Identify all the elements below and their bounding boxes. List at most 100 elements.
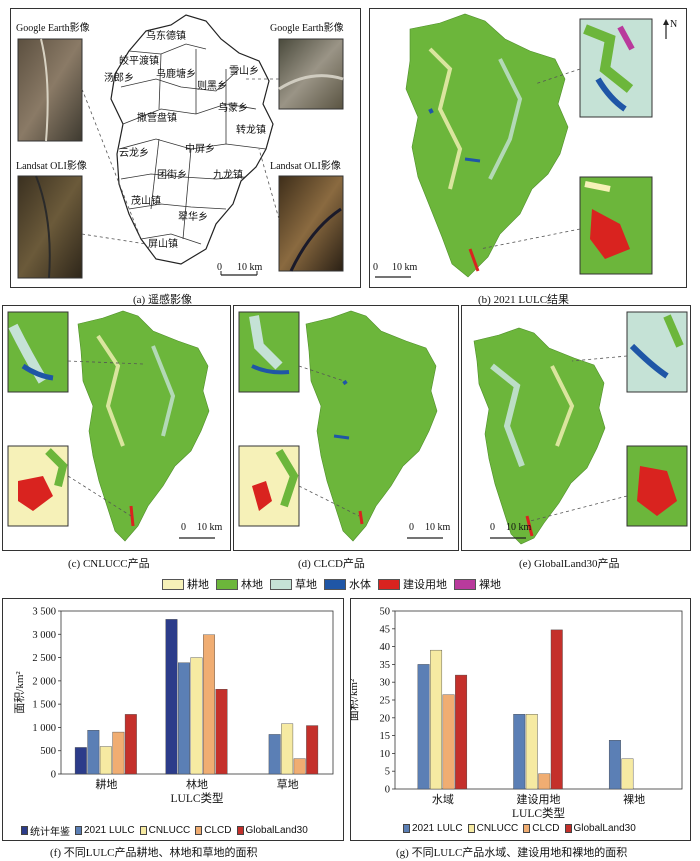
legend-swatch	[195, 826, 203, 835]
town-label: 皎平渡镇	[119, 56, 159, 67]
y-tick-label: 1 500	[32, 700, 56, 711]
y-tick-label: 15	[380, 731, 391, 742]
bar	[442, 694, 455, 790]
legend-label: CLCD	[532, 823, 560, 834]
y-axis-label: 面积/km²	[351, 678, 360, 721]
bar	[112, 731, 125, 775]
legend-swatch	[324, 578, 346, 590]
bar	[215, 689, 228, 775]
ge-label-right: Google Earth影像	[270, 23, 344, 34]
legend-label: 草地	[295, 579, 317, 591]
town-label: 乌东德镇	[146, 31, 186, 42]
bar	[430, 649, 443, 790]
panel-d-frame: 0 10 km	[233, 305, 459, 551]
bar	[608, 740, 621, 790]
chart-f: 0 500 1 000 1 500 2 000 2 500 3 000 3 500 面积/km²…	[13, 607, 334, 805]
legend-swatch	[403, 824, 410, 833]
legend-item: 水体	[324, 576, 371, 592]
town-label: 九龙镇	[213, 170, 243, 181]
bar	[550, 629, 563, 790]
town-label: 云龙乡	[119, 148, 149, 159]
legend-label: 2021 LULC	[84, 825, 135, 836]
y-tick-label: 35	[380, 660, 391, 671]
bar	[306, 725, 319, 775]
y-axis-label: 面积/km²	[13, 671, 26, 714]
legend-item: CLCD	[195, 825, 232, 836]
legend-item: 建设用地	[378, 576, 447, 592]
bar	[417, 664, 430, 790]
y-tick-label: 30	[380, 678, 391, 689]
legend-label: 裸地	[479, 579, 501, 591]
caption-a: (a) 遥感影像	[133, 294, 192, 306]
caption-f: (f) 不同LULC产品耕地、林地和草地的面积	[50, 847, 258, 859]
lulc-map-b	[405, 13, 569, 278]
bar	[525, 714, 538, 790]
caption-g: (g) 不同LULC产品水域、建设用地和裸地的面积	[396, 847, 628, 859]
legend-label: GlobalLand30	[245, 825, 308, 836]
town-label: 汤郎乡	[104, 73, 134, 84]
y-tick-label: 2 000	[32, 676, 56, 687]
x-tick-label: 草地	[277, 778, 299, 791]
chart-g: 0 5 10 15 20 25 30 35 40 45 50 面积/km² 水域 建设用地 裸地 LULC类型	[351, 607, 683, 820]
township-boundaries	[118, 43, 267, 245]
legend-label: 2021 LULC	[412, 823, 463, 834]
legend-label: 耕地	[187, 579, 209, 591]
town-label: 乌鹿塘乡	[156, 69, 196, 80]
lulc-legend: 耕地 林地 草地 水体 建设用地 裸地	[162, 576, 508, 592]
y-tick-label: 10	[380, 749, 391, 760]
y-tick-label: 50	[380, 607, 391, 618]
town-label: 撒营盘镇	[137, 113, 177, 124]
y-tick-label: 0	[51, 770, 56, 781]
leader-lines	[81, 78, 280, 245]
ls-label-left: Landsat OLI影像	[16, 161, 87, 172]
lulc-map-e	[473, 327, 606, 545]
legend-label: 建设用地	[403, 579, 447, 591]
x-axis-label: LULC类型	[170, 791, 223, 805]
scale-label-a: 10 km	[237, 262, 263, 273]
panel-e-frame: 0 10 km	[461, 305, 691, 551]
y-tick-label: 500	[40, 746, 56, 757]
bar	[455, 674, 468, 790]
scale-zero-e: 0	[490, 522, 495, 533]
bar	[293, 758, 306, 775]
legend-item: 2021 LULC	[75, 825, 135, 836]
scale-zero-a: 0	[217, 262, 222, 273]
lulc-map-d	[305, 310, 438, 542]
bar	[513, 714, 526, 790]
legend-label: GlobalLand30	[573, 823, 636, 834]
town-label: 团街乡	[157, 170, 187, 181]
x-tick-label: 裸地	[623, 792, 645, 806]
town-label: 中屏乡	[185, 144, 215, 155]
landsat-thumb-right	[278, 175, 344, 272]
google-earth-thumb-right	[278, 38, 344, 110]
y-tick-label: 2 500	[32, 653, 56, 664]
panel-f-frame: 0 500 1 000 1 500 2 000 2 500 3 000 3 500 面积/km²…	[2, 598, 344, 841]
scale-label-c: 10 km	[197, 522, 223, 533]
legend-swatch	[162, 578, 184, 590]
panel-e-canvas	[473, 311, 688, 545]
bar	[74, 747, 87, 775]
legend-item: 2021 LULC	[403, 823, 463, 834]
legend-swatch	[564, 824, 572, 833]
panel-a-frame: Google Earth影像 Google Earth影像 Landsat OL…	[10, 8, 361, 288]
y-tick-label: 3 000	[32, 630, 56, 641]
legend-item: 草地	[270, 576, 317, 592]
y-tick-label: 3 500	[32, 607, 56, 618]
y-tick-label: 25	[380, 696, 391, 707]
caption-b: (b) 2021 LULC结果	[478, 294, 570, 306]
scale-zero-d: 0	[409, 522, 414, 533]
town-label: 屏山镇	[148, 239, 178, 250]
legend-swatch	[236, 826, 244, 835]
y-tick-label: 40	[380, 642, 391, 653]
bar	[99, 746, 112, 775]
panel-c-frame: 0 10 km	[2, 305, 231, 551]
lulc-map-c	[77, 310, 210, 542]
ls-label-right: Landsat OLI影像	[270, 161, 341, 172]
y-tick-label: 45	[380, 624, 391, 635]
legend-item: CNLUCC	[139, 825, 190, 836]
legend-label: 统计年鉴	[30, 827, 70, 838]
x-axis-label: LULC类型	[512, 806, 565, 820]
panel-b-frame: N 0 10 km	[369, 8, 687, 288]
legend-item: 统计年鉴	[21, 823, 70, 838]
ge-label-left: Google Earth影像	[16, 23, 90, 34]
